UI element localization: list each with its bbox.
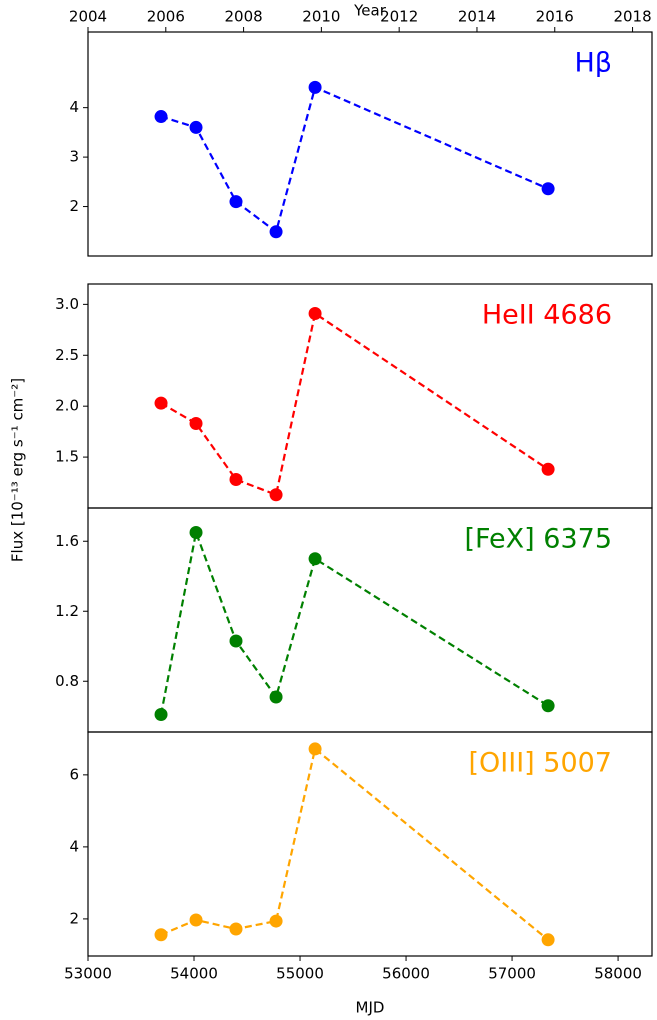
data-line (159, 528, 549, 715)
data-point (189, 913, 203, 927)
y-tick-label: 1.2 (55, 602, 79, 620)
data-line (160, 311, 549, 497)
y-tick-label: 4 (69, 98, 79, 116)
top-tick-label: 2010 (302, 8, 340, 26)
data-point (308, 742, 322, 756)
x-tick-label: 57000 (488, 965, 536, 983)
data-point (154, 928, 168, 942)
x-tick-label: 55000 (276, 965, 324, 983)
y-tick-label: 4 (69, 837, 79, 855)
data-point (541, 699, 555, 713)
data-line (160, 85, 549, 234)
top-tick-label: 2018 (613, 8, 651, 26)
top-tick-label: 2004 (69, 8, 107, 26)
series-label: HeII 4686 (482, 300, 612, 331)
data-point (189, 416, 203, 430)
data-point (269, 225, 283, 239)
y-tick-label: 3.0 (55, 295, 79, 313)
y-tick-label: 6 (69, 765, 79, 783)
top-tick-label: 2006 (147, 8, 185, 26)
data-point (308, 552, 322, 566)
series-label: [OIII] 5007 (468, 748, 612, 779)
y-tick-label: 2.5 (55, 346, 79, 364)
top-tick-label: 2014 (458, 8, 496, 26)
x-tick-label: 54000 (170, 965, 218, 983)
data-point (308, 80, 322, 94)
top-tick-label: 2008 (224, 8, 262, 26)
series-label: [FeX] 6375 (464, 524, 612, 555)
data-point (229, 472, 243, 486)
x-axis-label: MJD (356, 999, 385, 1017)
data-point (229, 922, 243, 936)
data-point (308, 307, 322, 321)
top-tick-label: 2012 (380, 8, 418, 26)
y-tick-label: 2 (69, 197, 79, 215)
x-tick-label: 56000 (382, 965, 430, 983)
data-point (269, 690, 283, 704)
data-point (541, 462, 555, 476)
y-tick-label: 0.8 (55, 672, 79, 690)
data-point (269, 488, 283, 502)
series-label: Hβ (574, 48, 612, 79)
top-tick-label: 2016 (536, 8, 574, 26)
y-tick-label: 1.6 (55, 532, 79, 550)
data-point (154, 396, 168, 410)
data-line (160, 746, 549, 941)
x-tick-label: 53000 (64, 965, 112, 983)
data-point (154, 110, 168, 124)
data-point (189, 526, 203, 539)
panel-frame (87, 731, 653, 957)
data-point (269, 914, 283, 928)
data-point (541, 182, 555, 196)
panel-frame (87, 31, 653, 257)
data-point (541, 933, 555, 947)
y-tick-label: 3 (69, 148, 79, 166)
top-axis-label: Year (353, 2, 387, 20)
y-tick-label: 1.5 (55, 448, 79, 466)
y-axis-label: Flux [10⁻¹³ erg s⁻¹ cm⁻²] (9, 378, 27, 562)
data-point (229, 634, 243, 648)
data-point (229, 195, 243, 209)
data-point (154, 708, 168, 721)
y-tick-label: 2.0 (55, 397, 79, 415)
x-tick-label: 58000 (594, 965, 642, 983)
data-point (189, 120, 203, 134)
y-tick-label: 2 (69, 909, 79, 927)
